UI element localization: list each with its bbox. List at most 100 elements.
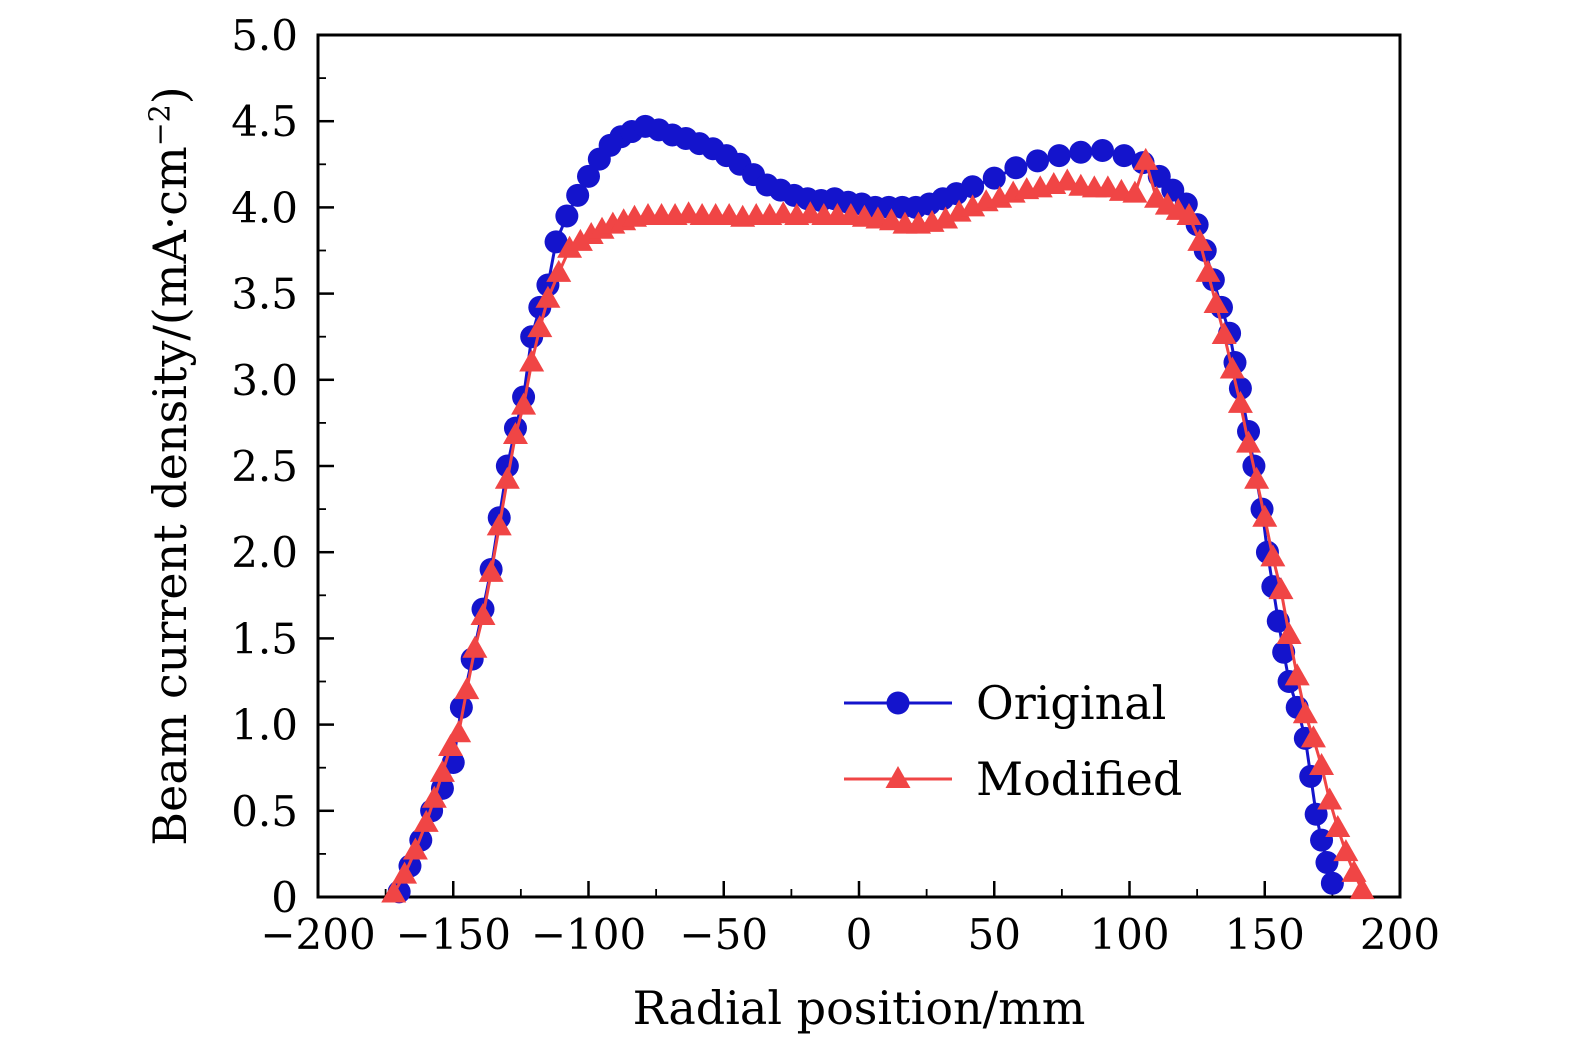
y-tick-label: 0 xyxy=(271,873,298,922)
data-point-triangle xyxy=(1195,259,1221,282)
data-point-circle xyxy=(1004,156,1028,180)
data-point-triangle xyxy=(1284,663,1310,686)
data-point-triangle xyxy=(567,228,593,251)
data-point-triangle xyxy=(1054,168,1080,191)
data-point-circle xyxy=(495,454,519,478)
data-point-triangle xyxy=(1187,228,1213,251)
data-point-triangle xyxy=(470,602,496,625)
data-point-circle xyxy=(1047,144,1071,168)
legend-label: Original xyxy=(976,676,1167,730)
data-point-circle xyxy=(982,166,1006,190)
data-point-circle xyxy=(566,183,590,207)
x-axis-label: Radial position/mm xyxy=(632,981,1086,1035)
y-axis-label-close: ) xyxy=(143,86,197,105)
data-point-triangle xyxy=(462,635,488,658)
y-tick-label: 4.5 xyxy=(231,97,298,146)
data-point-triangle xyxy=(1227,390,1253,413)
y-tick-label: 5.0 xyxy=(231,11,298,60)
data-point-triangle xyxy=(1176,203,1202,226)
data-point-triangle xyxy=(1260,544,1286,567)
data-point-triangle xyxy=(486,513,512,536)
data-point-triangle xyxy=(494,466,520,489)
data-point-triangle xyxy=(413,809,439,832)
series-modified xyxy=(381,147,1375,903)
data-point-triangle xyxy=(1276,621,1302,644)
data-point-triangle xyxy=(1133,147,1159,170)
data-point-triangle xyxy=(1122,180,1148,203)
data-point-triangle xyxy=(1252,504,1278,527)
y-tick-label: 3.0 xyxy=(231,356,298,405)
data-point-triangle xyxy=(446,720,472,743)
x-tick-label: 200 xyxy=(1360,910,1440,959)
data-point-triangle xyxy=(402,837,428,860)
data-point-triangle xyxy=(535,285,561,308)
x-tick-label: 100 xyxy=(1089,910,1169,959)
x-tick-labels: −200 −150 −100 −50 0 50 100 150 200 xyxy=(260,910,1440,959)
data-point-triangle xyxy=(557,235,583,258)
legend-marker-circle xyxy=(844,691,952,715)
data-point-triangle xyxy=(1325,815,1351,838)
legend-label: Modified xyxy=(976,752,1183,806)
data-point-triangle xyxy=(1219,356,1245,379)
data-point-circle xyxy=(1266,609,1290,633)
data-point-triangle xyxy=(392,861,418,884)
data-point-triangle xyxy=(1292,701,1318,724)
data-point-triangle xyxy=(502,421,528,444)
data-point-circle xyxy=(1026,149,1050,173)
x-tick-label: 150 xyxy=(1225,910,1305,959)
legend-marker-triangle xyxy=(844,766,952,788)
data-point-triangle xyxy=(527,315,553,338)
x-tick-label: −100 xyxy=(531,910,646,959)
y-tick-label: 1.5 xyxy=(231,614,298,663)
data-point-triangle xyxy=(546,259,572,282)
data-point-circle xyxy=(1069,140,1093,164)
data-point-circle xyxy=(544,230,568,254)
data-point-circle xyxy=(1272,640,1296,664)
data-point-circle xyxy=(555,204,579,228)
data-point-circle xyxy=(449,695,473,719)
x-tick-label: 0 xyxy=(846,910,873,959)
data-point-triangle xyxy=(1203,290,1229,313)
data-point-triangle xyxy=(511,392,537,415)
y-tick-label: 2.5 xyxy=(231,442,298,491)
data-point-triangle xyxy=(1300,725,1326,748)
y-tick-label: 0.5 xyxy=(231,787,298,836)
legend: Original Modified xyxy=(842,672,1182,810)
data-point-circle xyxy=(1315,851,1339,875)
y-axis-label: Beam current density/(mA·cm−2) xyxy=(143,86,197,845)
y-tick-labels: 0 0.5 1.0 1.5 2.0 2.5 3.0 3.5 4.0 4.5 5.0 xyxy=(231,11,298,922)
data-point-triangle xyxy=(381,880,407,903)
data-point-circle xyxy=(577,164,600,188)
y-tick-label: 2.0 xyxy=(231,528,298,577)
data-point-circle xyxy=(961,175,985,199)
data-point-circle xyxy=(1112,144,1136,168)
data-point-triangle xyxy=(1349,877,1375,900)
x-tick-label: −150 xyxy=(396,910,511,959)
data-point-triangle xyxy=(478,559,504,582)
data-point-triangle xyxy=(1268,577,1294,600)
y-tick-label: 1.0 xyxy=(231,701,298,750)
data-point-triangle xyxy=(1211,321,1237,344)
x-tick-label: −50 xyxy=(679,910,768,959)
y-tick-label: 4.0 xyxy=(231,183,298,232)
data-point-triangle xyxy=(1317,787,1343,810)
data-point-triangle xyxy=(1236,430,1262,453)
data-point-triangle xyxy=(1341,859,1367,882)
data-point-triangle xyxy=(1309,752,1335,775)
data-point-triangle xyxy=(438,734,464,757)
x-tick-label: −200 xyxy=(260,910,375,959)
data-point-triangle xyxy=(1333,839,1359,862)
data-point-triangle xyxy=(933,206,959,229)
legend-item-original: Original xyxy=(842,672,1182,734)
data-point-triangle xyxy=(421,785,447,808)
y-axis-label-superscript: −2 xyxy=(143,104,177,147)
axis-ticks xyxy=(316,33,1402,899)
data-point-triangle xyxy=(519,349,545,372)
data-point-triangle xyxy=(454,677,480,700)
y-tick-label: 3.5 xyxy=(231,270,298,319)
data-point-triangle xyxy=(429,759,455,782)
legend-item-modified: Modified xyxy=(842,748,1182,810)
x-tick-label: 50 xyxy=(968,910,1021,959)
